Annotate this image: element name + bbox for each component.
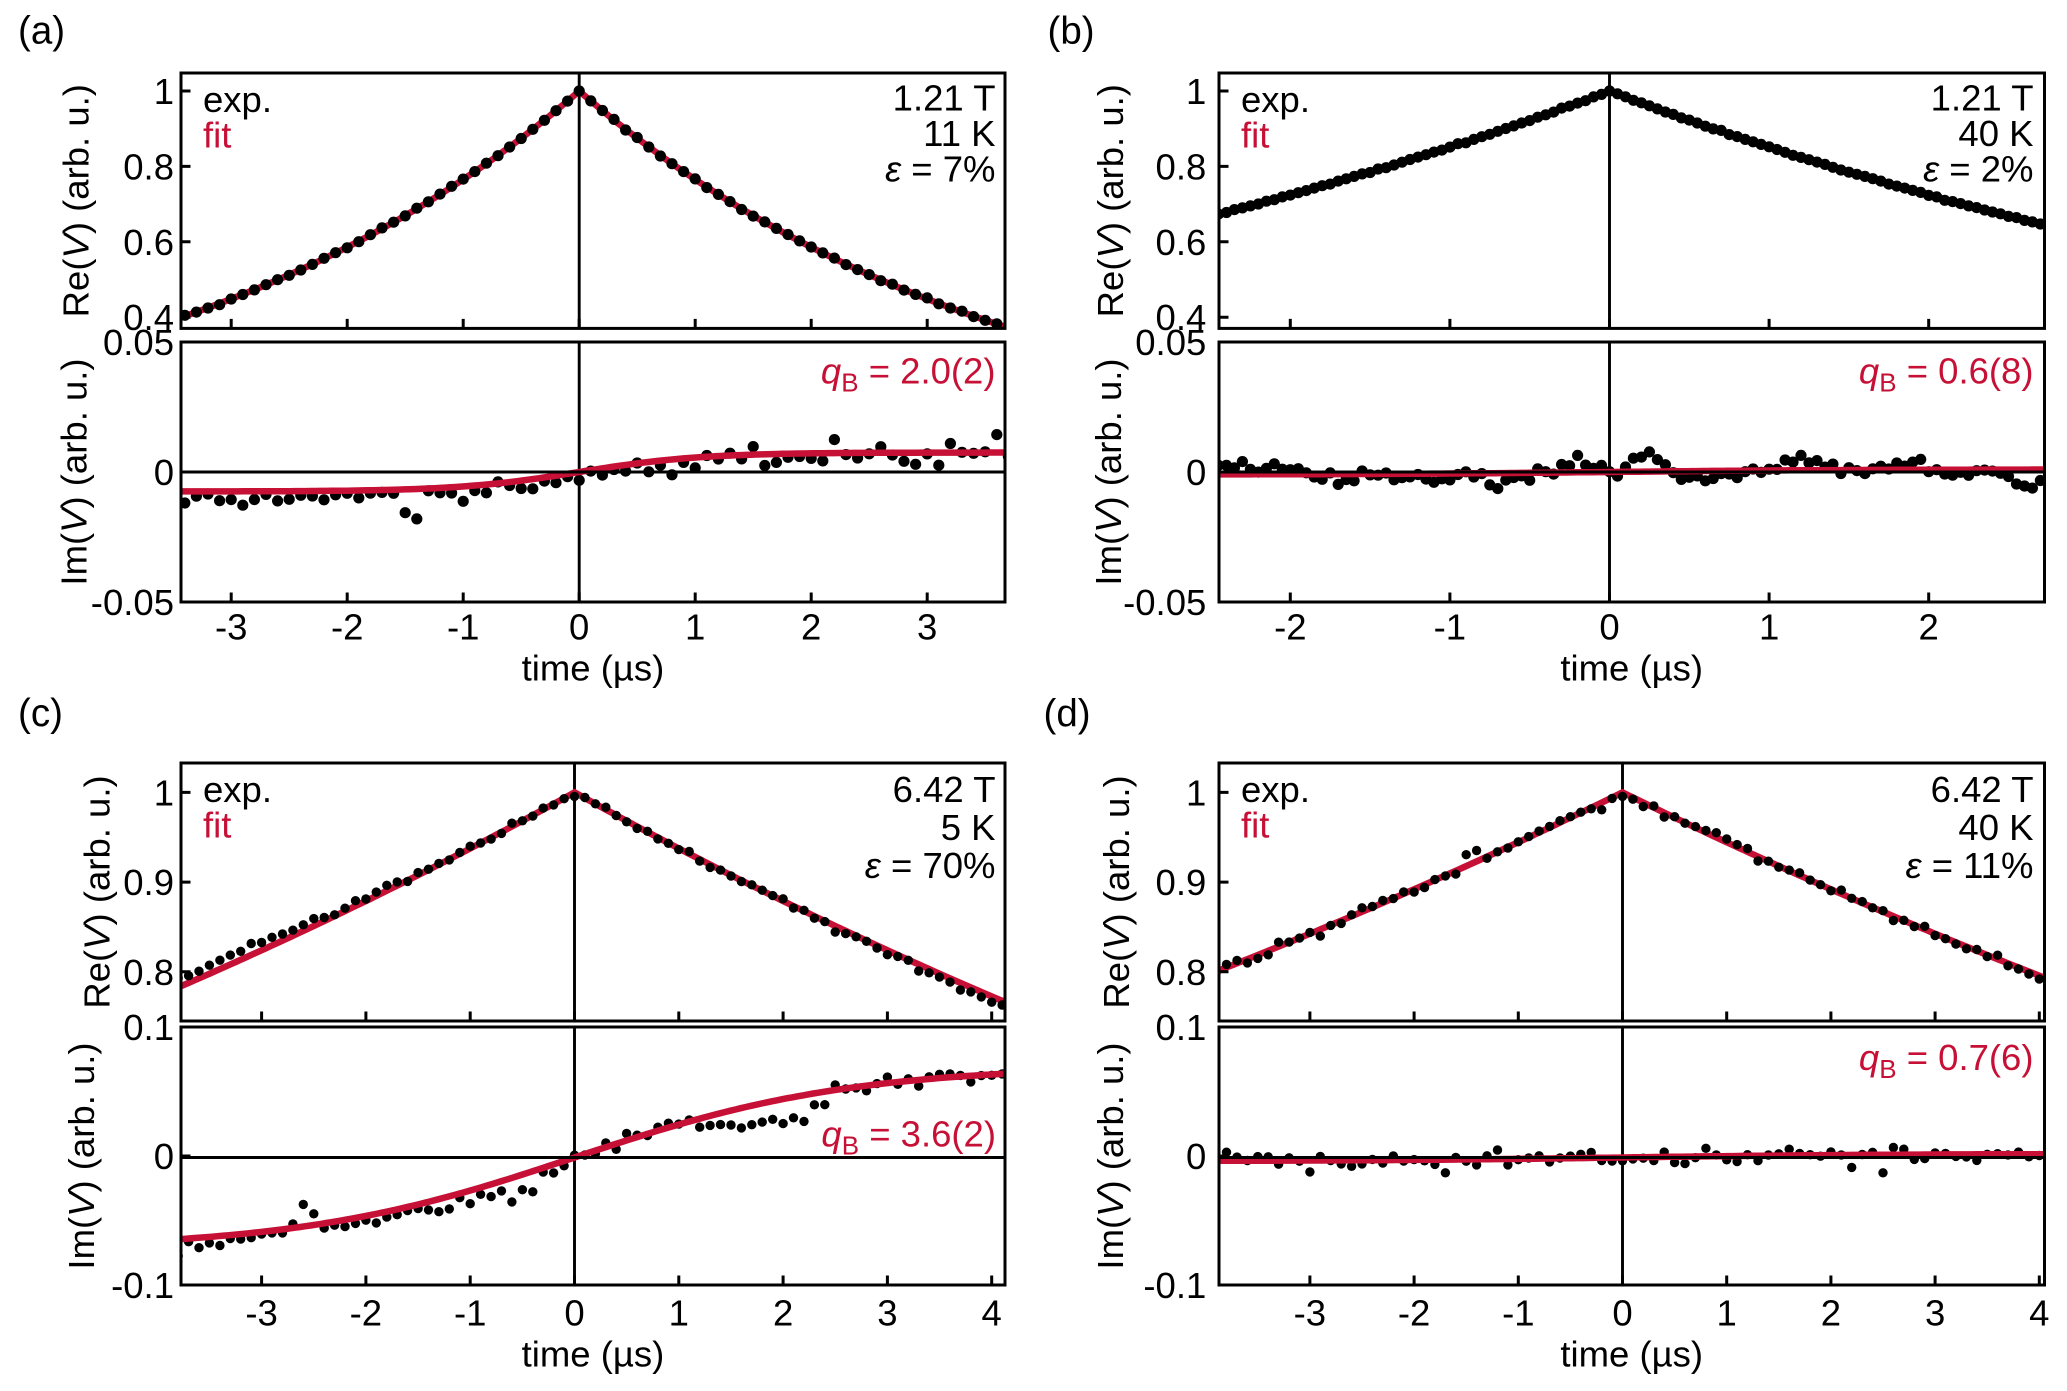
svg-text:-3: -3 [1294, 1293, 1326, 1334]
svg-text:0.4: 0.4 [123, 297, 174, 338]
svg-text:0: 0 [1612, 1293, 1632, 1334]
svg-text:Im(V) (arb. u.): Im(V) (arb. u.) [61, 1042, 102, 1269]
svg-text:-1: -1 [1434, 607, 1466, 648]
svg-text:1: 1 [1717, 1293, 1737, 1334]
svg-text:1.21 T: 1.21 T [1931, 78, 2034, 119]
svg-text:ε = 2%: ε = 2% [1923, 149, 2033, 190]
svg-text:0: 0 [569, 607, 589, 648]
svg-text:1: 1 [685, 607, 705, 648]
svg-text:1: 1 [154, 772, 174, 813]
svg-text:40 K: 40 K [1958, 113, 2033, 154]
svg-text:fit: fit [203, 805, 231, 846]
svg-text:qB = 0.6(8): qB = 0.6(8) [1859, 351, 2034, 398]
svg-text:1.21 T: 1.21 T [893, 78, 996, 119]
svg-text:qB = 2.0(2): qB = 2.0(2) [821, 351, 996, 398]
svg-text:0.9: 0.9 [123, 862, 174, 903]
svg-text:qB = 0.7(6): qB = 0.7(6) [1859, 1037, 2034, 1084]
svg-text:0.8: 0.8 [123, 952, 174, 993]
svg-text:0.6: 0.6 [1156, 222, 1207, 263]
svg-text:0: 0 [154, 452, 174, 493]
svg-text:0: 0 [1186, 1136, 1206, 1177]
svg-text:5 K: 5 K [941, 807, 996, 848]
svg-text:-2: -2 [1398, 1293, 1430, 1334]
svg-text:Re(V) (arb. u.): Re(V) (arb. u.) [1090, 84, 1131, 317]
svg-text:Im(V) (arb. u.): Im(V) (arb. u.) [54, 358, 95, 585]
svg-text:3: 3 [917, 607, 937, 648]
svg-text:ε = 7%: ε = 7% [885, 149, 995, 190]
svg-text:exp.: exp. [203, 79, 272, 120]
svg-text:6.42 T: 6.42 T [893, 769, 996, 810]
svg-text:-0.1: -0.1 [1143, 1265, 1206, 1306]
svg-text:Re(V) (arb. u.): Re(V) (arb. u.) [56, 84, 97, 317]
svg-text:40 K: 40 K [1958, 807, 2033, 848]
svg-text:-1: -1 [1502, 1293, 1534, 1334]
svg-text:-1: -1 [447, 607, 479, 648]
svg-text:0.1: 0.1 [1156, 1007, 1207, 1048]
svg-text:3: 3 [877, 1293, 897, 1334]
svg-text:Im(V) (arb. u.): Im(V) (arb. u.) [1090, 1042, 1131, 1269]
svg-text:6.42 T: 6.42 T [1931, 769, 2034, 810]
svg-text:2: 2 [1821, 1293, 1841, 1334]
svg-text:1: 1 [1759, 607, 1779, 648]
svg-text:0: 0 [154, 1136, 174, 1177]
svg-text:1: 1 [154, 71, 174, 112]
svg-text:1: 1 [669, 1293, 689, 1334]
svg-text:0.05: 0.05 [1135, 322, 1206, 363]
svg-text:2: 2 [773, 1293, 793, 1334]
svg-text:4: 4 [2029, 1293, 2049, 1334]
svg-text:fit: fit [1241, 115, 1269, 156]
svg-text:-0.1: -0.1 [111, 1265, 174, 1306]
svg-text:Im(V) (arb. u.): Im(V) (arb. u.) [1088, 358, 1129, 585]
svg-text:time (µs): time (µs) [522, 1334, 665, 1375]
svg-text:qB = 3.6(2): qB = 3.6(2) [821, 1114, 996, 1161]
svg-text:-0.05: -0.05 [91, 582, 174, 623]
svg-text:0.8: 0.8 [1156, 146, 1207, 187]
svg-text:0.9: 0.9 [1156, 862, 1207, 903]
svg-text:0.8: 0.8 [1156, 952, 1207, 993]
svg-text:fit: fit [1241, 805, 1269, 846]
svg-text:Re(V) (arb. u.): Re(V) (arb. u.) [1096, 775, 1137, 1008]
svg-text:2: 2 [1919, 607, 1939, 648]
svg-text:-1: -1 [454, 1293, 486, 1334]
svg-text:0: 0 [1599, 607, 1619, 648]
svg-text:time (µs): time (µs) [1560, 648, 1703, 689]
svg-text:0: 0 [564, 1293, 584, 1334]
svg-text:0: 0 [1186, 452, 1206, 493]
svg-text:ε = 70%: ε = 70% [865, 845, 996, 886]
svg-text:0.6: 0.6 [123, 222, 174, 263]
svg-text:Re(V) (arb. u.): Re(V) (arb. u.) [77, 775, 118, 1008]
svg-text:time (µs): time (µs) [1560, 1334, 1703, 1375]
svg-text:time (µs): time (µs) [522, 648, 665, 689]
svg-text:(b): (b) [1048, 10, 1095, 53]
svg-text:exp.: exp. [203, 769, 272, 810]
svg-text:11 K: 11 K [923, 113, 995, 154]
svg-text:-3: -3 [245, 1293, 277, 1334]
svg-text:0.8: 0.8 [123, 146, 174, 187]
svg-text:(a): (a) [18, 10, 65, 53]
svg-text:1: 1 [1186, 71, 1206, 112]
svg-text:0.1: 0.1 [123, 1007, 174, 1048]
svg-text:exp.: exp. [1241, 769, 1310, 810]
svg-text:3: 3 [1925, 1293, 1945, 1334]
svg-text:(c): (c) [18, 692, 63, 735]
svg-text:4: 4 [982, 1293, 1002, 1334]
svg-text:1: 1 [1186, 772, 1206, 813]
svg-text:-2: -2 [1274, 607, 1306, 648]
svg-text:fit: fit [203, 115, 231, 156]
svg-text:-0.05: -0.05 [1123, 582, 1206, 623]
svg-text:-3: -3 [215, 607, 247, 648]
svg-text:ε = 11%: ε = 11% [1906, 845, 2034, 886]
svg-text:(d): (d) [1044, 693, 1091, 736]
svg-text:exp.: exp. [1241, 79, 1310, 120]
svg-text:2: 2 [801, 607, 821, 648]
svg-text:-2: -2 [350, 1293, 382, 1334]
svg-text:0.4: 0.4 [1156, 297, 1207, 338]
svg-text:0.05: 0.05 [103, 322, 174, 363]
svg-text:-2: -2 [331, 607, 363, 648]
